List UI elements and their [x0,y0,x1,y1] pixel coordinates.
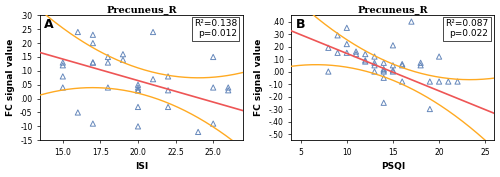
Point [209,122,217,125]
Point [389,69,397,72]
Point [164,75,172,78]
Point [435,55,443,58]
Point [89,61,97,64]
Point [380,76,388,79]
Point [324,70,332,73]
Point [104,56,112,58]
Point [370,64,378,67]
Point [89,33,97,36]
Point [408,20,416,23]
Title: Precuneus_R: Precuneus_R [358,5,428,15]
Point [389,64,397,67]
Text: R²=0.138
p=0.012: R²=0.138 p=0.012 [194,19,237,38]
Point [334,51,342,54]
Y-axis label: FC signal value: FC signal value [254,39,264,116]
Point [380,69,388,72]
Point [362,59,370,62]
Point [134,125,142,128]
Point [380,68,388,70]
Point [224,86,232,89]
Title: Precuneus_R: Precuneus_R [106,5,177,15]
Point [59,61,67,64]
Point [398,64,406,67]
Point [59,64,67,67]
Point [362,60,370,63]
Point [352,53,360,55]
Point [149,78,157,81]
Point [134,89,142,92]
Point [426,80,434,83]
Point [149,31,157,33]
Point [209,56,217,58]
Point [426,108,434,110]
Point [119,53,127,56]
Point [435,80,443,83]
Point [224,89,232,92]
Point [370,55,378,58]
Point [343,26,351,29]
Text: A: A [44,18,54,31]
Point [89,42,97,44]
Point [194,22,202,25]
Point [334,34,342,37]
Point [134,86,142,89]
Point [104,86,112,89]
Point [416,61,424,64]
Point [324,46,332,49]
Point [389,70,397,73]
Point [104,61,112,64]
Point [59,75,67,78]
Point [134,105,142,108]
Point [398,63,406,65]
Point [352,50,360,53]
Point [389,44,397,47]
Point [209,86,217,89]
Point [89,61,97,64]
Point [134,89,142,92]
Point [444,80,452,83]
Point [380,61,388,64]
Text: R²=0.087
p=0.022: R²=0.087 p=0.022 [445,19,488,38]
Y-axis label: FC signal value: FC signal value [6,39,15,116]
Point [370,70,378,73]
Point [370,61,378,64]
Point [454,80,462,83]
Point [164,105,172,108]
Point [74,31,82,33]
Point [380,101,388,104]
Point [343,43,351,45]
Point [380,70,388,73]
Point [134,83,142,86]
Point [398,80,406,83]
Point [416,64,424,67]
Point [164,89,172,92]
Point [343,51,351,54]
Point [59,86,67,89]
Point [74,111,82,114]
Point [89,122,97,125]
X-axis label: ISI: ISI [135,162,148,172]
Point [194,130,202,133]
X-axis label: PSQI: PSQI [381,162,405,172]
Text: B: B [296,18,305,31]
Point [119,58,127,61]
Point [362,53,370,55]
